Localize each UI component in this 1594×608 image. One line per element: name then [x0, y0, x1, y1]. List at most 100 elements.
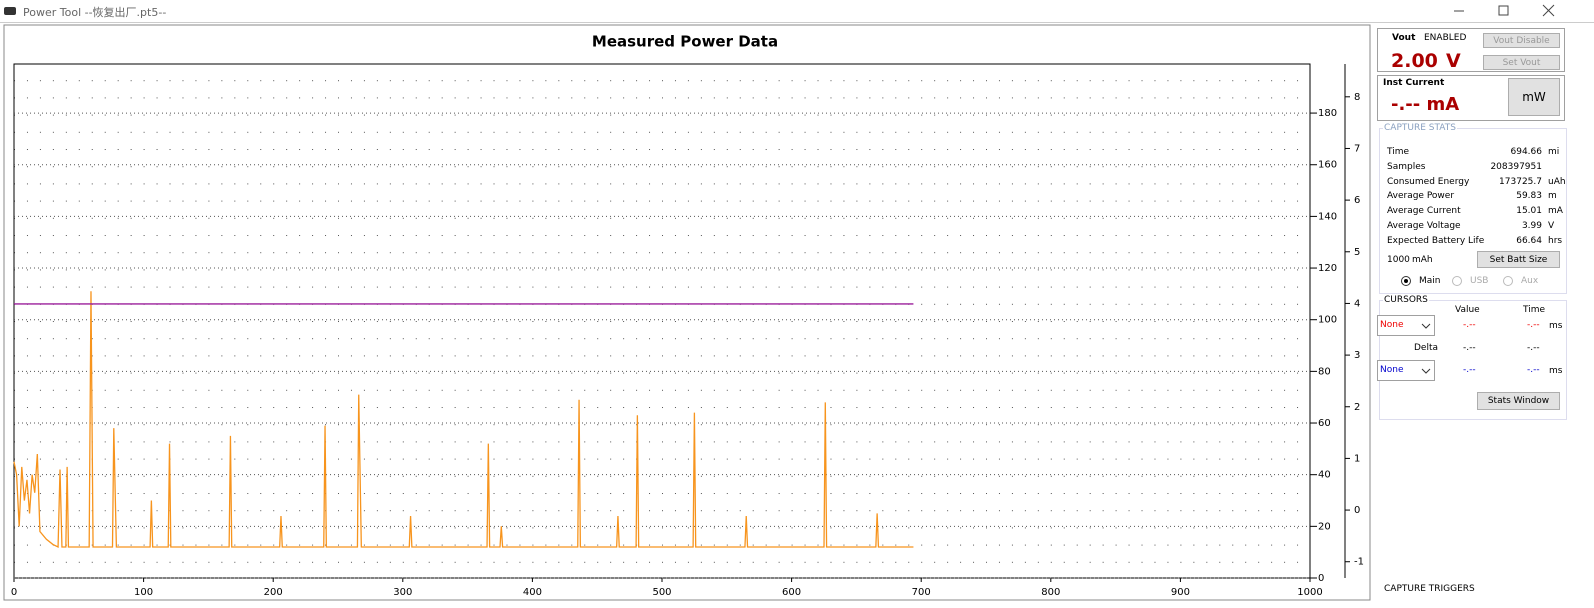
inst-box [1377, 75, 1565, 121]
stat-value: 15.01 [1516, 206, 1542, 217]
x-tick-label: 900 [1171, 587, 1190, 598]
y-tick-label: 40 [1318, 470, 1331, 481]
battery-value: 1000 [1387, 255, 1410, 265]
x-tick-label: 1000 [1297, 587, 1322, 598]
x-tick-label: 200 [264, 587, 283, 598]
y2-tick-label: 4 [1354, 298, 1360, 309]
stats-title: CAPTURE STATS [1383, 123, 1457, 133]
plot-area [13, 63, 1311, 579]
cursor1-time: -.-- [1527, 320, 1540, 330]
radio[interactable] [1452, 276, 1462, 286]
stat-value: 694.66 [1510, 147, 1543, 157]
stat-unit: V [1548, 221, 1555, 231]
cursor1-select-text[interactable]: None [1380, 320, 1404, 330]
stat-value: 66.64 [1516, 235, 1542, 246]
stat-value: 208397951 [1490, 161, 1542, 172]
y-tick-label: 180 [1318, 108, 1337, 119]
cursor1-value: -.-- [1463, 320, 1476, 330]
capture-triggers: CAPTURE TRIGGERS [1384, 584, 1475, 594]
stat-unit: uAh [1548, 176, 1566, 187]
radio-label: USB [1470, 276, 1489, 286]
cursor2-select-text[interactable]: None [1380, 365, 1404, 375]
x-tick-label: 100 [134, 587, 153, 598]
y2-tick-label: 2 [1354, 402, 1360, 413]
window-controls[interactable] [1450, 2, 1590, 20]
y-tick-label: 160 [1318, 160, 1337, 171]
delta-value: -.-- [1463, 343, 1476, 353]
stat-label: Consumed Energy [1387, 176, 1470, 187]
set-batt-button[interactable]: Set Batt Size [1477, 251, 1560, 268]
chart-title: Measured Power Data [592, 33, 778, 51]
vout-status: ENABLED [1424, 33, 1467, 43]
cursors-title: CURSORS [1383, 295, 1429, 305]
x-tick-label: 600 [782, 587, 801, 598]
time-header: Time [1523, 305, 1546, 315]
stats-group [1379, 128, 1567, 294]
window-title: Power Tool --恢复出厂.pt5-- [23, 6, 167, 19]
vout-box [1377, 28, 1565, 72]
cursor2-value: -.-- [1463, 365, 1476, 375]
x-tick-label: 700 [912, 587, 931, 598]
stat-unit: mi [1548, 147, 1560, 157]
radio-label: Aux [1521, 276, 1539, 286]
cursor1-select[interactable] [1377, 315, 1435, 336]
x-tick-label: 0 [11, 587, 17, 598]
cursor1-unit: ms [1549, 321, 1563, 331]
delta-label: Delta [1414, 343, 1439, 353]
stat-label: Time [1387, 147, 1410, 157]
x-tick-label: 500 [652, 587, 671, 598]
vout-disable-button[interactable]: Vout Disable [1483, 33, 1560, 48]
cursor2-unit: ms [1549, 366, 1563, 376]
stat-value: 59.83 [1516, 191, 1542, 202]
chart: Measured Power Data 0 100 200 300 400 500 600 7… [3, 24, 1371, 601]
inst-value: -.-- mA [1391, 94, 1460, 115]
mw-button[interactable]: mW [1508, 78, 1560, 116]
stat-value: 3.99 [1521, 221, 1542, 231]
x-tick-label: 800 [1041, 587, 1060, 598]
y2-tick-label: 1 [1354, 453, 1360, 464]
delta-time: -.-- [1527, 343, 1540, 353]
value-header: Value [1455, 305, 1480, 315]
y2-tick-label: 5 [1354, 247, 1360, 258]
vout-label: Vout [1392, 33, 1416, 43]
stat-label: Average Current [1387, 206, 1461, 217]
y-tick-label: 80 [1318, 366, 1331, 377]
stat-label: Average Voltage [1387, 221, 1461, 231]
radio-dot [1404, 279, 1408, 283]
radio[interactable] [1503, 276, 1513, 286]
stat-unit: m [1548, 191, 1557, 202]
stat-value: 173725.7 [1499, 176, 1542, 187]
app-icon [4, 7, 16, 15]
y2-tick-label: 0 [1354, 505, 1360, 516]
y-tick-label: 140 [1318, 211, 1337, 222]
y-tick-label: 120 [1318, 263, 1337, 274]
y-tick-label: 100 [1318, 315, 1337, 326]
y2-tick-label: 6 [1354, 195, 1360, 206]
stat-unit: hrs [1548, 235, 1563, 246]
title-bar [0, 0, 1594, 23]
stat-label: Average Power [1387, 191, 1455, 202]
cursor2-time: -.-- [1527, 365, 1540, 375]
y-tick-label: 0 [1318, 573, 1324, 584]
vout-unit: V [1446, 50, 1461, 72]
vout-value: 2.00 [1391, 50, 1438, 72]
y-tick-label: 20 [1318, 521, 1331, 532]
radio-label: Main [1419, 276, 1441, 286]
y2-tick-label: 8 [1354, 92, 1360, 103]
set-vout-button[interactable]: Set Vout [1483, 55, 1560, 70]
y2-tick-label: 3 [1354, 350, 1360, 361]
battery-unit: mAh [1412, 255, 1433, 265]
stat-label: Expected Battery Life [1387, 235, 1485, 246]
y-tick-label: 60 [1318, 418, 1331, 429]
series-line [13, 291, 914, 549]
x-tick-label: 300 [393, 587, 412, 598]
cursor2-select[interactable] [1377, 360, 1435, 381]
y2-tick-label: 7 [1354, 143, 1360, 154]
x-tick-label: 400 [523, 587, 542, 598]
select-arrows [1421, 323, 1431, 374]
stat-unit: mA [1548, 206, 1563, 217]
stat-label: Samples [1387, 161, 1426, 172]
inst-label: Inst Current [1383, 78, 1445, 88]
stats-window-button[interactable]: Stats Window [1477, 392, 1560, 410]
